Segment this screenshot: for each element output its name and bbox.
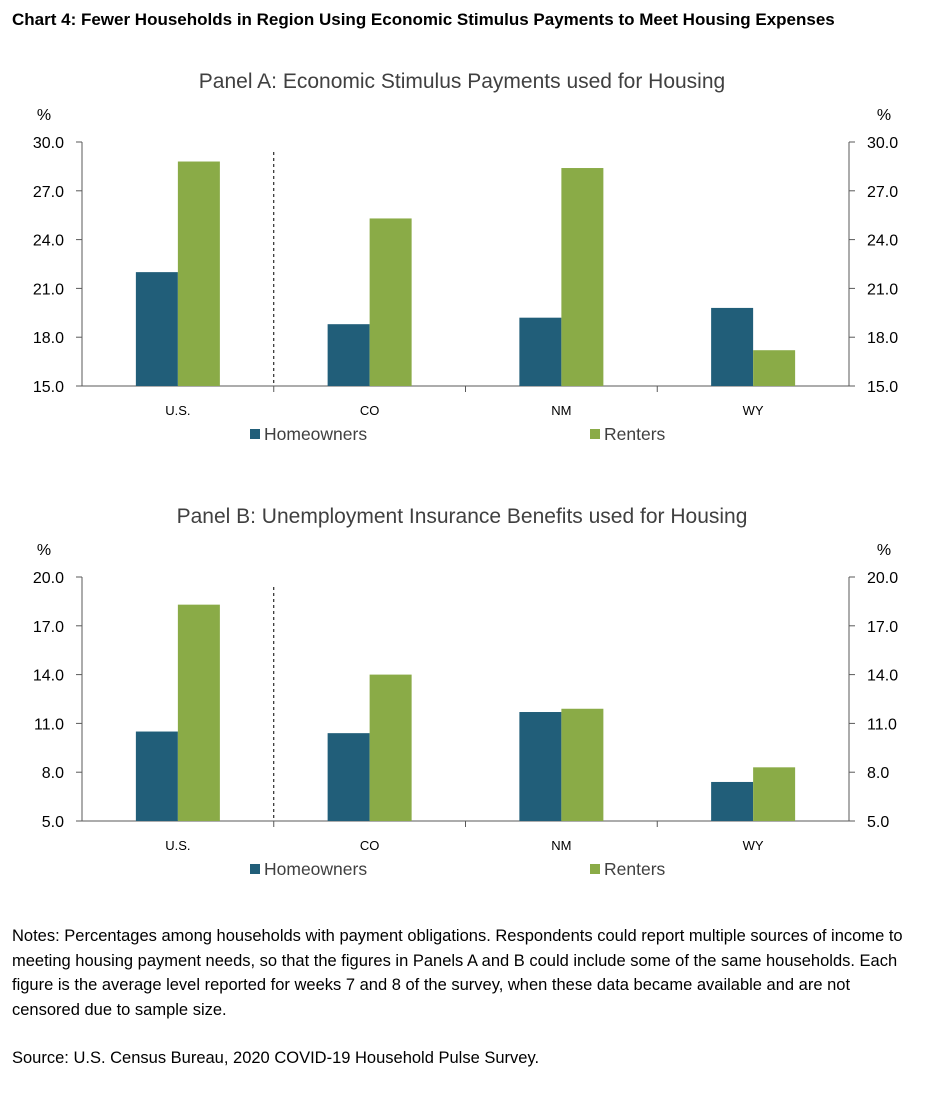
panel-b-bar-renters-nm [561,708,604,821]
panel-a-bar-renters-nm [561,168,604,386]
panel-b-ytick-label-left: 20.0 [33,570,64,587]
panel-b-bar-homeowners-us [135,731,178,821]
panel-a-ytick-label-right: 21.0 [867,281,898,298]
panel-a-category-label: CO [360,403,380,418]
panel-a-ytick-label-left: 18.0 [33,330,64,347]
panel-a-ytick-label-right: 30.0 [867,135,898,152]
panel-b-ytick-label-left: 8.0 [42,765,64,782]
panel-b-legend-label-renters: Renters [604,859,666,879]
panel-b-ytick-label-right: 20.0 [867,570,898,587]
panel-b-ytick-label-left: 17.0 [33,619,64,636]
panel-a-bar-homeowners-nm [519,317,562,386]
panel-b: Panel B: Unemployment Insurance Benefits… [0,495,925,895]
panel-a-bar-renters-wy [753,350,796,386]
panel-b-legend-swatch-renters [590,864,600,874]
panel-b-unit-left: % [37,542,51,559]
panel-b-bar-homeowners-nm [519,712,562,821]
panel-b-category-label: NM [551,838,571,853]
panel-a-ytick-label-left: 15.0 [33,379,64,396]
panel-a-bar-renters-us [177,161,220,386]
notes-text: Notes: Percentages among households with… [12,927,903,1019]
panel-a-bar-renters-co [369,218,412,386]
panel-b-ytick-label-right: 14.0 [867,668,898,685]
panel-a-chart: Panel A: Economic Stimulus Payments used… [33,70,898,444]
panel-a-legend-swatch-homeowners [250,429,260,439]
panel-b-title: Panel B: Unemployment Insurance Benefits… [177,505,748,528]
panel-a-title: Panel A: Economic Stimulus Payments used… [199,70,725,93]
panel-b-bar-renters-us [177,604,220,821]
panel-a-ytick-label-right: 15.0 [867,379,898,396]
panel-a-ytick-label-left: 30.0 [33,135,64,152]
panel-b-bar-homeowners-co [327,733,370,821]
panel-b-ytick-label-left: 11.0 [34,716,64,733]
panel-b-unit-right: % [877,542,891,559]
panel-b-ytick-label-right: 5.0 [867,814,889,831]
panel-a-unit-right: % [877,107,891,124]
panel-b-bar-renters-co [369,674,412,821]
panel-a-ytick-label-right: 24.0 [867,233,898,250]
panel-a-ytick-label-left: 21.0 [33,281,64,298]
panel-a-category-label: NM [551,403,571,418]
panel-b-bar-homeowners-wy [711,781,754,821]
panel-a-ytick-label-right: 18.0 [867,330,898,347]
panel-b-chart: Panel B: Unemployment Insurance Benefits… [33,505,898,879]
panel-b-category-label: CO [360,838,380,853]
panel-b-ytick-label-left: 14.0 [33,668,64,685]
panel-b-ytick-label-right: 11.0 [867,716,897,733]
panel-b-category-label: WY [743,838,764,853]
panel-a-legend-swatch-renters [590,429,600,439]
panel-a-legend-label-homeowners: Homeowners [264,424,367,444]
panel-b-ytick-label-left: 5.0 [42,814,64,831]
panel-b-bar-renters-wy [753,767,796,821]
panel-a-bar-homeowners-co [327,324,370,386]
panel-a-category-label: WY [743,403,764,418]
panel-b-category-label: U.S. [165,838,190,853]
panel-a-unit-left: % [37,107,51,124]
panel-a-ytick-label-right: 27.0 [867,184,898,201]
chart-title: Chart 4: Fewer Households in Region Usin… [12,10,835,29]
panel-a: Panel A: Economic Stimulus Payments used… [0,60,925,460]
panel-a-ytick-label-left: 24.0 [33,233,64,250]
source-text: Source: U.S. Census Bureau, 2020 COVID-1… [12,1049,540,1067]
panel-b-legend-label-homeowners: Homeowners [264,859,367,879]
panel-b-legend-swatch-homeowners [250,864,260,874]
panel-b-ytick-label-right: 8.0 [867,765,889,782]
panel-a-category-label: U.S. [165,403,190,418]
panel-b-ytick-label-right: 17.0 [867,619,898,636]
panel-a-bar-homeowners-wy [711,307,754,386]
panel-a-legend-label-renters: Renters [604,424,666,444]
panel-a-bar-homeowners-us [135,272,178,386]
panel-a-ytick-label-left: 27.0 [33,184,64,201]
